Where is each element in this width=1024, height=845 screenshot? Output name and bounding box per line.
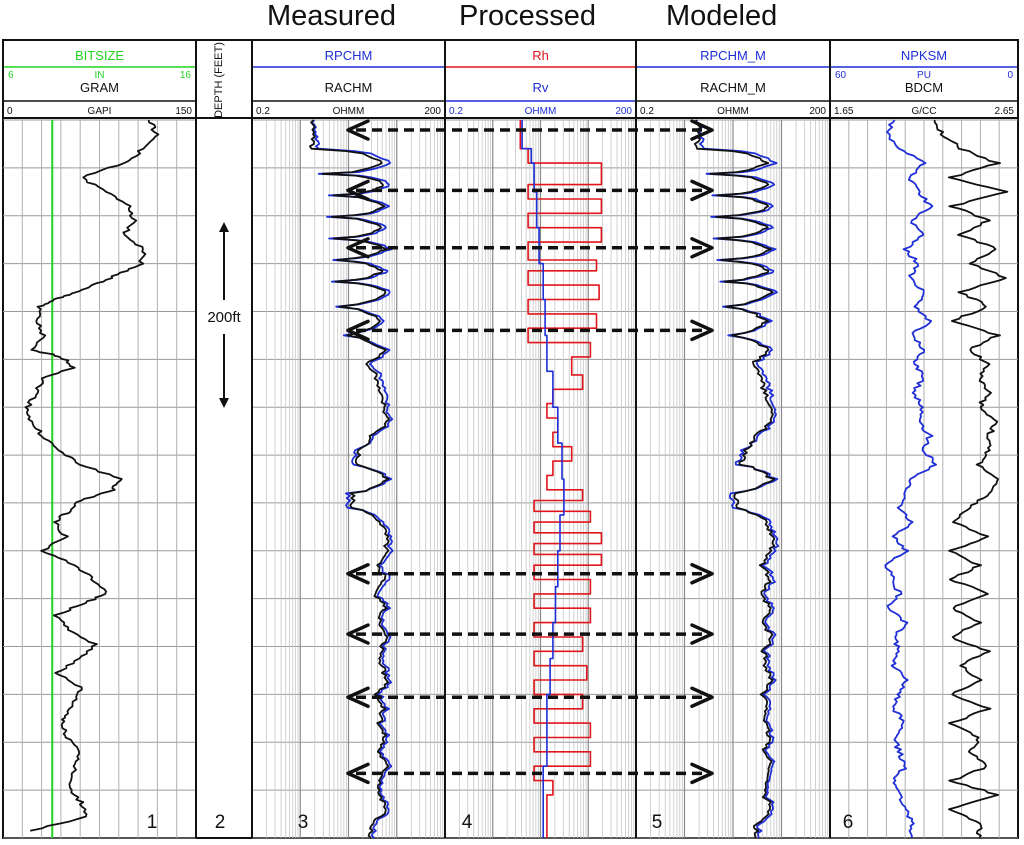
scale-max: 200 bbox=[809, 106, 826, 117]
scale-unit: GAPI bbox=[88, 106, 112, 117]
scale-arrow-up bbox=[219, 222, 229, 232]
correlation-arrow-head-left bbox=[346, 623, 370, 645]
correlation-arrow-head-right bbox=[690, 623, 714, 645]
curve-rpchm bbox=[311, 119, 394, 839]
curve-header-name: BDCM bbox=[905, 80, 943, 95]
curve-bdcm bbox=[933, 119, 1009, 839]
scale-min: 0.2 bbox=[256, 106, 270, 117]
title-modeled: Modeled bbox=[666, 0, 778, 32]
curve-rh bbox=[519, 120, 603, 838]
correlation-arrow-head-left bbox=[346, 237, 370, 259]
scale-min: 0 bbox=[7, 106, 13, 117]
correlation-arrow-head-right bbox=[690, 563, 714, 585]
scale-arrow-down bbox=[219, 398, 229, 408]
track-number: 5 bbox=[652, 812, 663, 833]
log-frame bbox=[2, 39, 1019, 839]
correlation-arrow bbox=[346, 623, 714, 645]
correlation-arrow-head-left bbox=[346, 119, 370, 141]
correlation-arrow bbox=[346, 762, 714, 785]
curve-header-name: Rv bbox=[533, 80, 549, 95]
header-layer: 1 2 3 4 5 6 DEPTH (FEET) 200ft BITSIZE 6 IN 16 GRAM 0… bbox=[4, 42, 1017, 833]
correlation-arrow-head-right bbox=[690, 119, 714, 141]
tracks-layer bbox=[2, 39, 1019, 839]
correlation-arrow bbox=[346, 563, 714, 585]
curve-rv bbox=[521, 120, 565, 838]
scale-min: 1.65 bbox=[834, 106, 854, 117]
correlation-arrow bbox=[346, 686, 714, 709]
scale-unit: OHMM bbox=[525, 106, 557, 117]
curve-header-name: RACHM bbox=[325, 80, 373, 95]
correlation-arrow-head-right bbox=[690, 319, 714, 342]
scale-unit: PU bbox=[917, 70, 931, 81]
curve-npksm bbox=[884, 119, 937, 839]
scale-min: 6 bbox=[8, 70, 14, 81]
correlation-arrow-head-right bbox=[690, 179, 714, 202]
correlation-arrow-head-left bbox=[346, 563, 370, 585]
arrows-layer bbox=[346, 119, 714, 785]
scale-unit: OHMM bbox=[717, 106, 749, 117]
depth-scale-label: 200ft bbox=[207, 309, 241, 326]
scale-max: 16 bbox=[180, 70, 192, 81]
scale-unit: OHMM bbox=[333, 106, 365, 117]
correlation-arrow-head-right bbox=[690, 762, 714, 785]
scale-min: 60 bbox=[835, 70, 847, 81]
correlation-arrow bbox=[346, 319, 714, 342]
curve-header-name: BITSIZE bbox=[75, 48, 124, 63]
track-number: 4 bbox=[462, 812, 473, 833]
correlation-arrow bbox=[346, 179, 714, 202]
correlation-arrow-head-left bbox=[346, 319, 370, 342]
depth-axis-label: DEPTH (FEET) bbox=[213, 42, 225, 118]
correlation-arrow bbox=[346, 237, 714, 259]
correlation-arrow-head-right bbox=[690, 237, 714, 259]
scale-max: 150 bbox=[175, 106, 192, 117]
curves-layer bbox=[24, 119, 1009, 839]
title-processed: Processed bbox=[459, 0, 597, 32]
scale-max: 0 bbox=[1007, 70, 1013, 81]
curve-header-name: RPCHM_M bbox=[700, 48, 766, 63]
track-number: 1 bbox=[147, 812, 158, 833]
correlation-arrow-head-left bbox=[346, 762, 370, 785]
scale-max: 200 bbox=[424, 106, 441, 117]
curve-rpchm-m bbox=[694, 119, 780, 839]
curve-header-name: NPKSM bbox=[901, 48, 947, 63]
correlation-arrow-head-left bbox=[346, 179, 370, 202]
curve-rachm-m bbox=[693, 119, 776, 839]
scale-max: 2.65 bbox=[995, 106, 1015, 117]
scale-max: 200 bbox=[615, 106, 632, 117]
track-number: 6 bbox=[843, 812, 854, 833]
correlation-arrow-head-right bbox=[690, 686, 714, 709]
scale-min: 0.2 bbox=[640, 106, 654, 117]
title-measured: Measured bbox=[267, 0, 396, 32]
curve-header-name: Rh bbox=[532, 48, 549, 63]
curve-header-name: GRAM bbox=[80, 80, 119, 95]
correlation-arrow-head-left bbox=[346, 686, 370, 709]
scale-unit: G/CC bbox=[912, 106, 937, 117]
scale-min: 0.2 bbox=[449, 106, 463, 117]
curve-header-name: RPCHM bbox=[325, 48, 373, 63]
track-number: 2 bbox=[215, 812, 226, 833]
curve-gram bbox=[24, 119, 160, 832]
curve-rachm bbox=[309, 119, 391, 839]
scale-unit: IN bbox=[95, 70, 105, 81]
track-number: 3 bbox=[298, 812, 309, 833]
correlation-arrow bbox=[346, 119, 714, 141]
curve-header-name: RACHM_M bbox=[700, 80, 766, 95]
